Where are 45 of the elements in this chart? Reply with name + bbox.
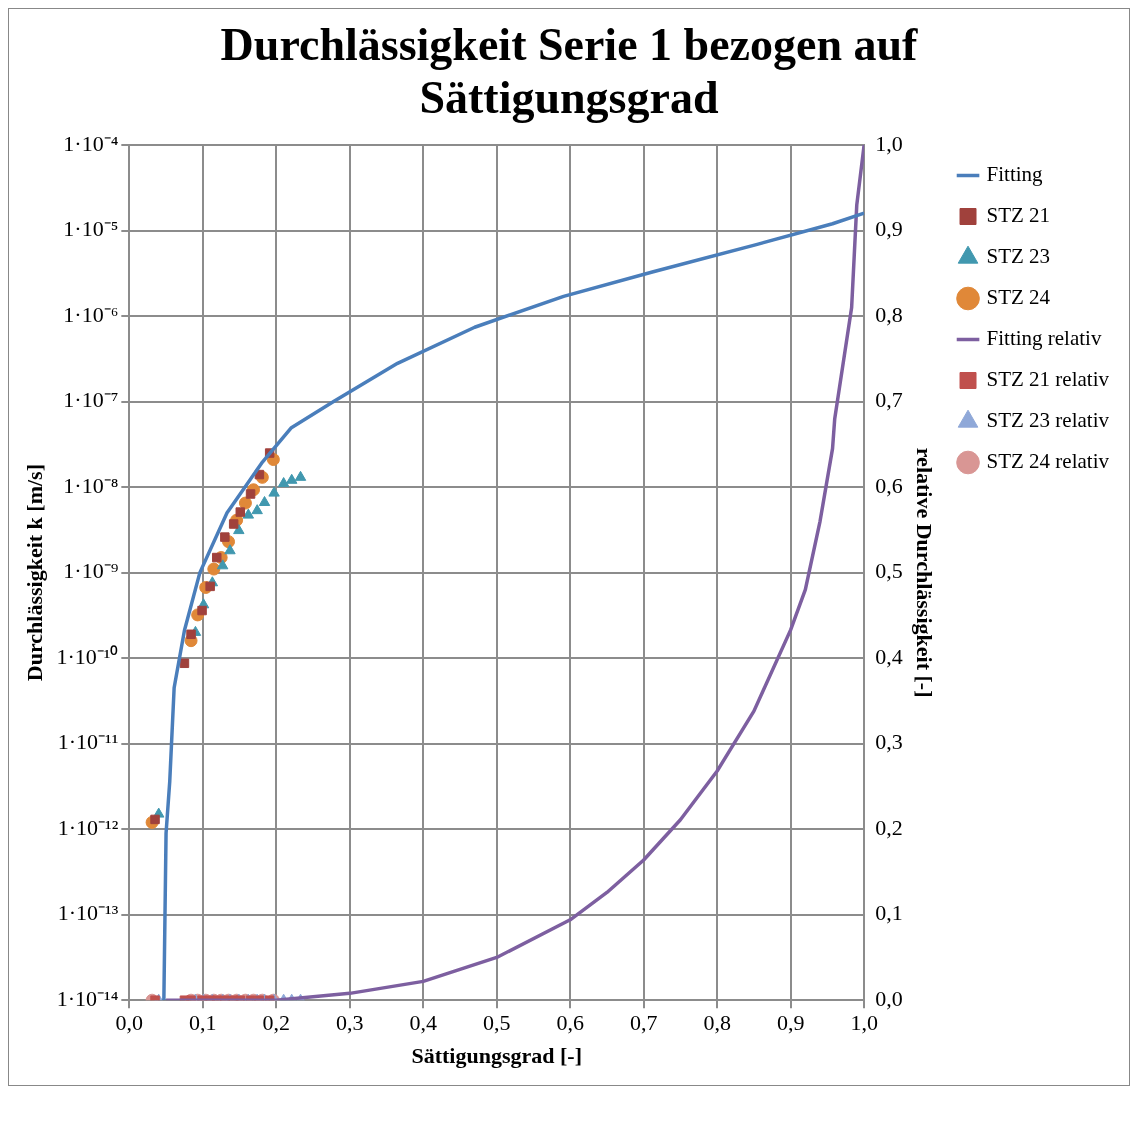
y-tick-label: 1·10⁻⁸ (63, 472, 119, 498)
y-tick-label: 1·10⁻¹⁰ (56, 643, 119, 669)
legend-label: Fitting relativ (986, 325, 1102, 350)
y2-tick-label: 0,8 (875, 301, 903, 327)
legend-label: STZ 23 (986, 243, 1051, 268)
y2-tick-label: 0,3 (875, 729, 903, 755)
y2-tick-label: 0,5 (875, 558, 903, 584)
x-tick-label: 0,7 (629, 1009, 658, 1035)
y2-tick-label: 0,6 (875, 472, 903, 498)
legend-label: STZ 24 (986, 284, 1051, 309)
y-tick-label: 1·10⁻⁵ (63, 216, 119, 242)
legend-label: STZ 23 relativ (986, 407, 1110, 432)
y-axis-title: Durchlässigkeit k [m/s] (21, 463, 47, 681)
x-tick-label: 0,8 (703, 1009, 731, 1035)
y2-tick-label: 0,7 (875, 387, 903, 413)
y2-tick-label: 0,9 (875, 216, 903, 242)
y2-tick-label: 0,2 (875, 814, 903, 840)
chart-title: Durchlässigkeit Serie 1 bezogen auf Sättigungsgrad (219, 19, 919, 125)
y-tick-label: 1·10⁻⁶ (63, 301, 119, 327)
legend-label: STZ 21 (986, 202, 1051, 227)
y-tick-label: 1·10⁻¹³ (57, 900, 119, 926)
y-tick-label: 1·10⁻¹⁴ (56, 985, 119, 1011)
x-axis-title: Sättigungsgrad [-] (411, 1043, 582, 1069)
x-tick-label: 0,9 (776, 1009, 805, 1035)
y-tick-label: 1·10⁻⁷ (63, 387, 119, 413)
y2-axis-title: relative Durchlässigkeit [-] (912, 447, 938, 698)
y2-tick-label: 1,0 (875, 130, 903, 156)
y2-tick-label: 0,0 (875, 985, 903, 1011)
legend-label: Fitting (986, 161, 1044, 186)
x-tick-label: 0,4 (409, 1009, 437, 1035)
x-tick-label: 0,3 (336, 1009, 364, 1035)
legend-label: STZ 21 relativ (986, 366, 1110, 391)
x-tick-label: 0,1 (189, 1009, 217, 1035)
y-tick-label: 1·10⁻⁹ (63, 558, 119, 584)
x-tick-label: 0,5 (482, 1009, 511, 1035)
x-tick-label: 0,0 (115, 1009, 144, 1035)
x-tick-label: 0,6 (556, 1009, 584, 1035)
y-tick-label: 1·10⁻¹² (57, 814, 119, 840)
y-tick-label: 1·10⁻¹¹ (57, 729, 119, 755)
y2-tick-label: 0,4 (875, 643, 903, 669)
x-tick-label: 1,0 (850, 1009, 878, 1035)
legend-label: STZ 24 relativ (986, 448, 1110, 473)
y2-tick-label: 0,1 (875, 900, 903, 926)
y-tick-label: 1·10⁻⁴ (63, 130, 119, 156)
x-tick-label: 0,2 (262, 1009, 291, 1035)
